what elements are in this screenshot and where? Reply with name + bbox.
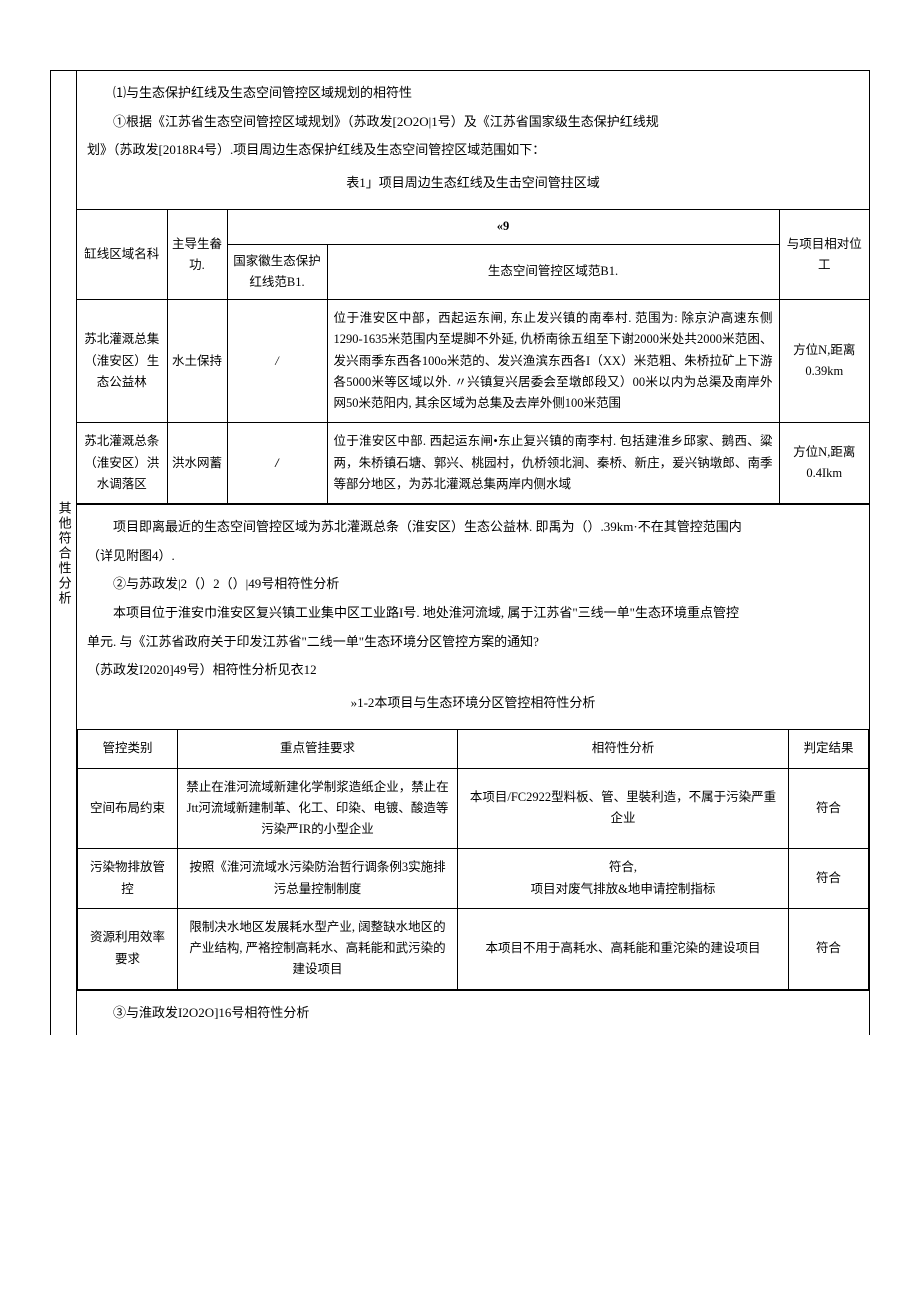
t2-r1-c3: 符合, 项目对废气排放&地申请控制指标 <box>458 849 789 909</box>
main-content: ⑴与生态保护红线及生态空间管控区域规划的相符性 ①根据《江苏省生态空间管控区域规… <box>77 71 869 1035</box>
mid-p6: （苏政发I2020]49号）相符性分析见衣12 <box>87 656 859 685</box>
intro-block: ⑴与生态保护红线及生态空间管控区域规划的相符性 ①根据《江苏省生态空间管控区域规… <box>77 71 869 209</box>
t2-h0: 管控类别 <box>78 730 178 768</box>
table1-caption: 表1」项目周边生态红线及生击空间管拄区域 <box>87 165 859 202</box>
t2-h1: 重点管挂要求 <box>178 730 458 768</box>
table-row: 苏北灌溉总条（淮安区）洪水调落区 洪水网蓄 / 位于淮安区中部. 西起运东闸•东… <box>77 423 869 504</box>
table-row: 资源利用效率要求 限制决水地区发展耗水型产业, 阔整缺水地区的产业结构, 严袼控… <box>78 908 869 989</box>
t2-r2-c1: 资源利用效率要求 <box>78 908 178 989</box>
intro-p3: 划》（苏政发[2018R4号）.项目周边生态保护红线及生态空间管控区域范围如下： <box>87 136 859 165</box>
t1-h-national: 国家徽生态保护红线范B1. <box>227 244 327 300</box>
t2-r2-c4: 符合 <box>789 908 869 989</box>
mid-block: 项目即离最近的生态空间管控区域为苏北灌溉总条（淮安区）生态公益林. 即禹为（）.… <box>77 504 869 729</box>
intro-p2: ①根据《江苏省生态空间管控区域规划》（苏政发[2O2O|1号）及《江苏省国家级生… <box>87 108 859 137</box>
intro-p1: ⑴与生态保护红线及生态空间管控区域规划的相符性 <box>87 79 859 108</box>
mid-p2: （详见附图4）. <box>87 542 859 571</box>
t2-r2-c3: 本项目不用于高耗水、高耗能和重沱染的建设项目 <box>458 908 789 989</box>
t1-r1-name: 苏北灌溉总条（淮安区）洪水调落区 <box>77 423 167 504</box>
t1-r0-desc: 位于淮安区中部，西起运东闸, 东止发兴镇的南奉村. 范围为: 除京沪高速东侧12… <box>327 300 779 423</box>
t1-r0-name: 苏北灌溉总集（淮安区）生态公益林 <box>77 300 167 423</box>
table-row: 苏北灌溉总集（淮安区）生态公益林 水土保持 / 位于淮安区中部，西起运东闸, 东… <box>77 300 869 423</box>
mid-p1: 项目即离最近的生态空间管控区域为苏北灌溉总条（淮安区）生态公益林. 即禹为（）.… <box>87 513 859 542</box>
t2-r1-c4: 符合 <box>789 849 869 909</box>
t1-r0-pos: 方位N,距离0.39km <box>779 300 869 423</box>
t2-h2: 相符性分析 <box>458 730 789 768</box>
footer-p1: ③与淮政发I2O2O]16号相符性分析 <box>87 999 859 1028</box>
section-side-label: 其他符合性分析 <box>51 71 77 1035</box>
t2-h3: 判定结果 <box>789 730 869 768</box>
t1-r1-pos: 方位N,距离0.4Ikm <box>779 423 869 504</box>
t1-h-eco: 生态空间管控区域范B1. <box>327 244 779 300</box>
mid-p5: 单元. 与《江苏省政府关于印发江苏省"二线一单"生态环境分区管控方案的通知? <box>87 628 859 657</box>
t1-h-name: 缸线区域名科 <box>77 210 167 300</box>
t2-r0-c2: 禁止在淮河流域新建化学制浆造纸企业，禁止在Jtt河流域新建制革、化工、印染、电镀… <box>178 768 458 849</box>
document-frame: 其他符合性分析 ⑴与生态保护红线及生态空间管控区域规划的相符性 ①根据《江苏省生… <box>50 70 870 1035</box>
footer-block: ③与淮政发I2O2O]16号相符性分析 <box>77 990 869 1036</box>
t1-h-func: 主导生畚功. <box>167 210 227 300</box>
ecological-zone-table: 缸线区域名科 主导生畚功. «9 与项目相对位工 国家徽生态保护红线范B1. 生… <box>77 209 869 504</box>
t1-r1-func: 洪水网蓄 <box>167 423 227 504</box>
t1-r0-national: / <box>227 300 327 423</box>
t1-h-group: «9 <box>227 210 779 244</box>
t1-r0-func: 水土保持 <box>167 300 227 423</box>
t1-r1-national: / <box>227 423 327 504</box>
t2-r0-c4: 符合 <box>789 768 869 849</box>
t2-r1-c1: 污染物排放管控 <box>78 849 178 909</box>
t1-r1-desc: 位于淮安区中部. 西起运东闸•东止复兴镇的南李村. 包括建淮乡邱家、鹅西、粱两，… <box>327 423 779 504</box>
t1-h-pos: 与项目相对位工 <box>779 210 869 300</box>
mid-p4: 本项目位于淮安巾淮安区复兴镇工业集中区工业路I号. 地处淮河流域, 属于江苏省"… <box>87 599 859 628</box>
t2-r0-c3: 本项目/FC2922型料板、管、里裝利造，不属于污染严重企业 <box>458 768 789 849</box>
t2-r2-c2: 限制决水地区发展耗水型产业, 阔整缺水地区的产业结构, 严袼控制高耗水、高耗能和… <box>178 908 458 989</box>
table2-caption: »1-2本项目与生态环境分区管控相符性分析 <box>87 685 859 722</box>
table-row: 污染物排放管控 按照《淮河流域水污染防治哲行调条例3实施排污总量控制制度 符合,… <box>78 849 869 909</box>
mid-p3: ②与苏政发|2（）2（）|49号相符性分析 <box>87 570 859 599</box>
table-row: 空间布局约束 禁止在淮河流域新建化学制浆造纸企业，禁止在Jtt河流域新建制革、化… <box>78 768 869 849</box>
t2-r1-c2: 按照《淮河流域水污染防治哲行调条例3实施排污总量控制制度 <box>178 849 458 909</box>
compatibility-table: 管控类别 重点管挂要求 相符性分析 判定结果 空间布局约束 禁止在淮河流域新建化… <box>77 729 869 989</box>
t2-r0-c1: 空间布局约束 <box>78 768 178 849</box>
